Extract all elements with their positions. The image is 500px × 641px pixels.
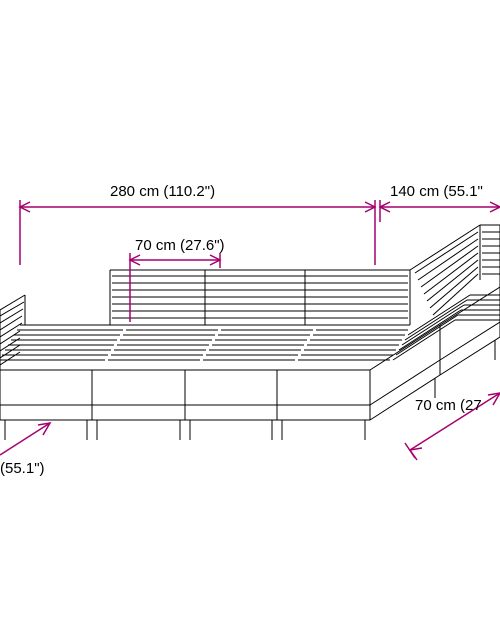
dim-label-right-depth: 70 cm (27	[415, 397, 482, 414]
furniture-drawing	[0, 0, 500, 641]
dimension-diagram: 280 cm (110.2") 140 cm (55.1" 70 cm (27.…	[0, 0, 500, 641]
dim-label-top-right: 140 cm (55.1"	[390, 183, 483, 200]
dim-label-left-depth: (55.1")	[0, 460, 45, 477]
dim-label-mid: 70 cm (27.6")	[135, 237, 225, 254]
dim-label-top-left: 280 cm (110.2")	[110, 183, 215, 200]
